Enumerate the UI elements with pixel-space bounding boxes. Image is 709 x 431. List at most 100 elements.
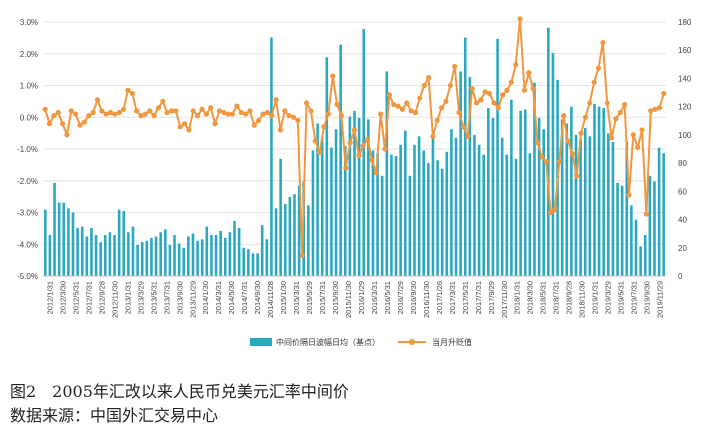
bar: [367, 119, 370, 277]
line-point: [125, 87, 131, 93]
line-point: [587, 100, 593, 106]
line-point: [107, 109, 114, 116]
figure-caption: 图2 2005年汇改以来人民币兑美元汇率中间价: [10, 382, 349, 401]
bar: [653, 181, 656, 276]
line-point: [325, 111, 331, 117]
line-point: [595, 65, 602, 71]
bar: [325, 57, 329, 276]
x-tick-label: 2015/7/31: [318, 281, 327, 314]
x-tick-label: 2013/3/29: [136, 281, 145, 314]
line-point: [626, 192, 632, 198]
line-point: [473, 100, 480, 106]
bar: [380, 175, 384, 276]
x-tick-label: 2012/5/31: [71, 281, 80, 314]
line-point: [639, 127, 645, 133]
line-point: [439, 105, 445, 111]
bar: [482, 154, 485, 276]
bar: [459, 71, 462, 276]
legend-line-marker: [409, 339, 415, 345]
bar: [607, 133, 610, 276]
line-point: [425, 74, 432, 81]
x-tick-label: 2019/7/31: [630, 281, 639, 314]
x-tick-label: 2016/5/31: [383, 281, 392, 314]
line-point: [264, 109, 270, 116]
bar: [251, 253, 255, 276]
line-point: [500, 92, 506, 98]
line-point: [460, 124, 467, 130]
bar: [67, 208, 70, 276]
bar: [62, 202, 66, 276]
line-point: [386, 92, 392, 98]
line-point: [421, 82, 427, 89]
x-tick-label: 2016/3/31: [370, 281, 379, 314]
bar: [371, 150, 375, 276]
line-point: [312, 138, 318, 144]
line-point: [495, 105, 501, 111]
bar: [630, 205, 633, 276]
bar: [579, 139, 582, 276]
line-point: [221, 109, 227, 116]
line-point: [578, 130, 584, 136]
x-tick-label: 2014/1/30: [201, 281, 210, 314]
bar: [210, 235, 213, 276]
bar: [510, 99, 513, 276]
x-tick-label: 2014/5/30: [227, 281, 236, 314]
bar: [431, 134, 435, 276]
line-point: [99, 108, 105, 114]
line-point: [234, 103, 240, 109]
line-point: [73, 111, 79, 117]
x-tick-label: 2012/3/30: [58, 281, 67, 314]
x-tick-label: 2018/7/31: [552, 281, 561, 314]
bar: [316, 123, 319, 276]
bar: [519, 110, 522, 277]
bar: [283, 204, 287, 276]
line-point: [51, 113, 57, 119]
line-point: [530, 86, 536, 92]
bar: [150, 237, 153, 276]
line-point: [591, 79, 597, 85]
line-point: [456, 109, 462, 116]
line-point: [582, 114, 589, 120]
line-point: [430, 133, 436, 139]
line-point: [55, 109, 61, 116]
bar: [145, 240, 149, 276]
line-point: [408, 108, 414, 114]
line-point: [147, 108, 153, 114]
bar: [80, 226, 84, 276]
bar: [330, 147, 333, 276]
line-point: [256, 117, 262, 124]
bar: [597, 106, 601, 276]
x-tick-label: 2017/3/31: [448, 281, 457, 314]
line-point: [369, 157, 375, 163]
x-tick-label: 2019/11/29: [656, 281, 665, 318]
bar: [48, 235, 52, 276]
line-point: [552, 206, 558, 212]
line-point: [299, 252, 305, 258]
line-point: [129, 90, 135, 97]
bar: [523, 109, 527, 277]
bar: [376, 153, 379, 276]
bar: [427, 163, 430, 276]
bar: [491, 117, 495, 277]
bar: [117, 209, 121, 276]
line-point: [378, 111, 384, 117]
bar: [288, 196, 292, 276]
x-tick-label: 2018/11/30: [578, 281, 587, 318]
right-tick-label: 160: [678, 46, 692, 55]
bar: [334, 129, 338, 276]
combo-chart: 3.0% 2.0% 1.0% 0.0% -1.0% -2.0% -3.0% -4.0% -5.0…: [17, 16, 692, 347]
bar: [270, 37, 273, 276]
bar: [390, 154, 393, 276]
x-tick-label: 2019/1/31: [591, 281, 600, 314]
line-point: [321, 124, 327, 130]
bar: [422, 150, 426, 276]
x-tick-label: 2016/1/29: [357, 281, 366, 314]
bar: [168, 244, 172, 276]
x-tick-label: 2014/9/30: [253, 281, 262, 314]
line-point: [452, 63, 458, 70]
bar: [90, 228, 93, 276]
x-tick-label: 2019/5/31: [617, 281, 626, 314]
line-point: [155, 105, 162, 111]
line-point: [208, 105, 214, 111]
x-tick-label: 2012/9/28: [97, 281, 106, 314]
